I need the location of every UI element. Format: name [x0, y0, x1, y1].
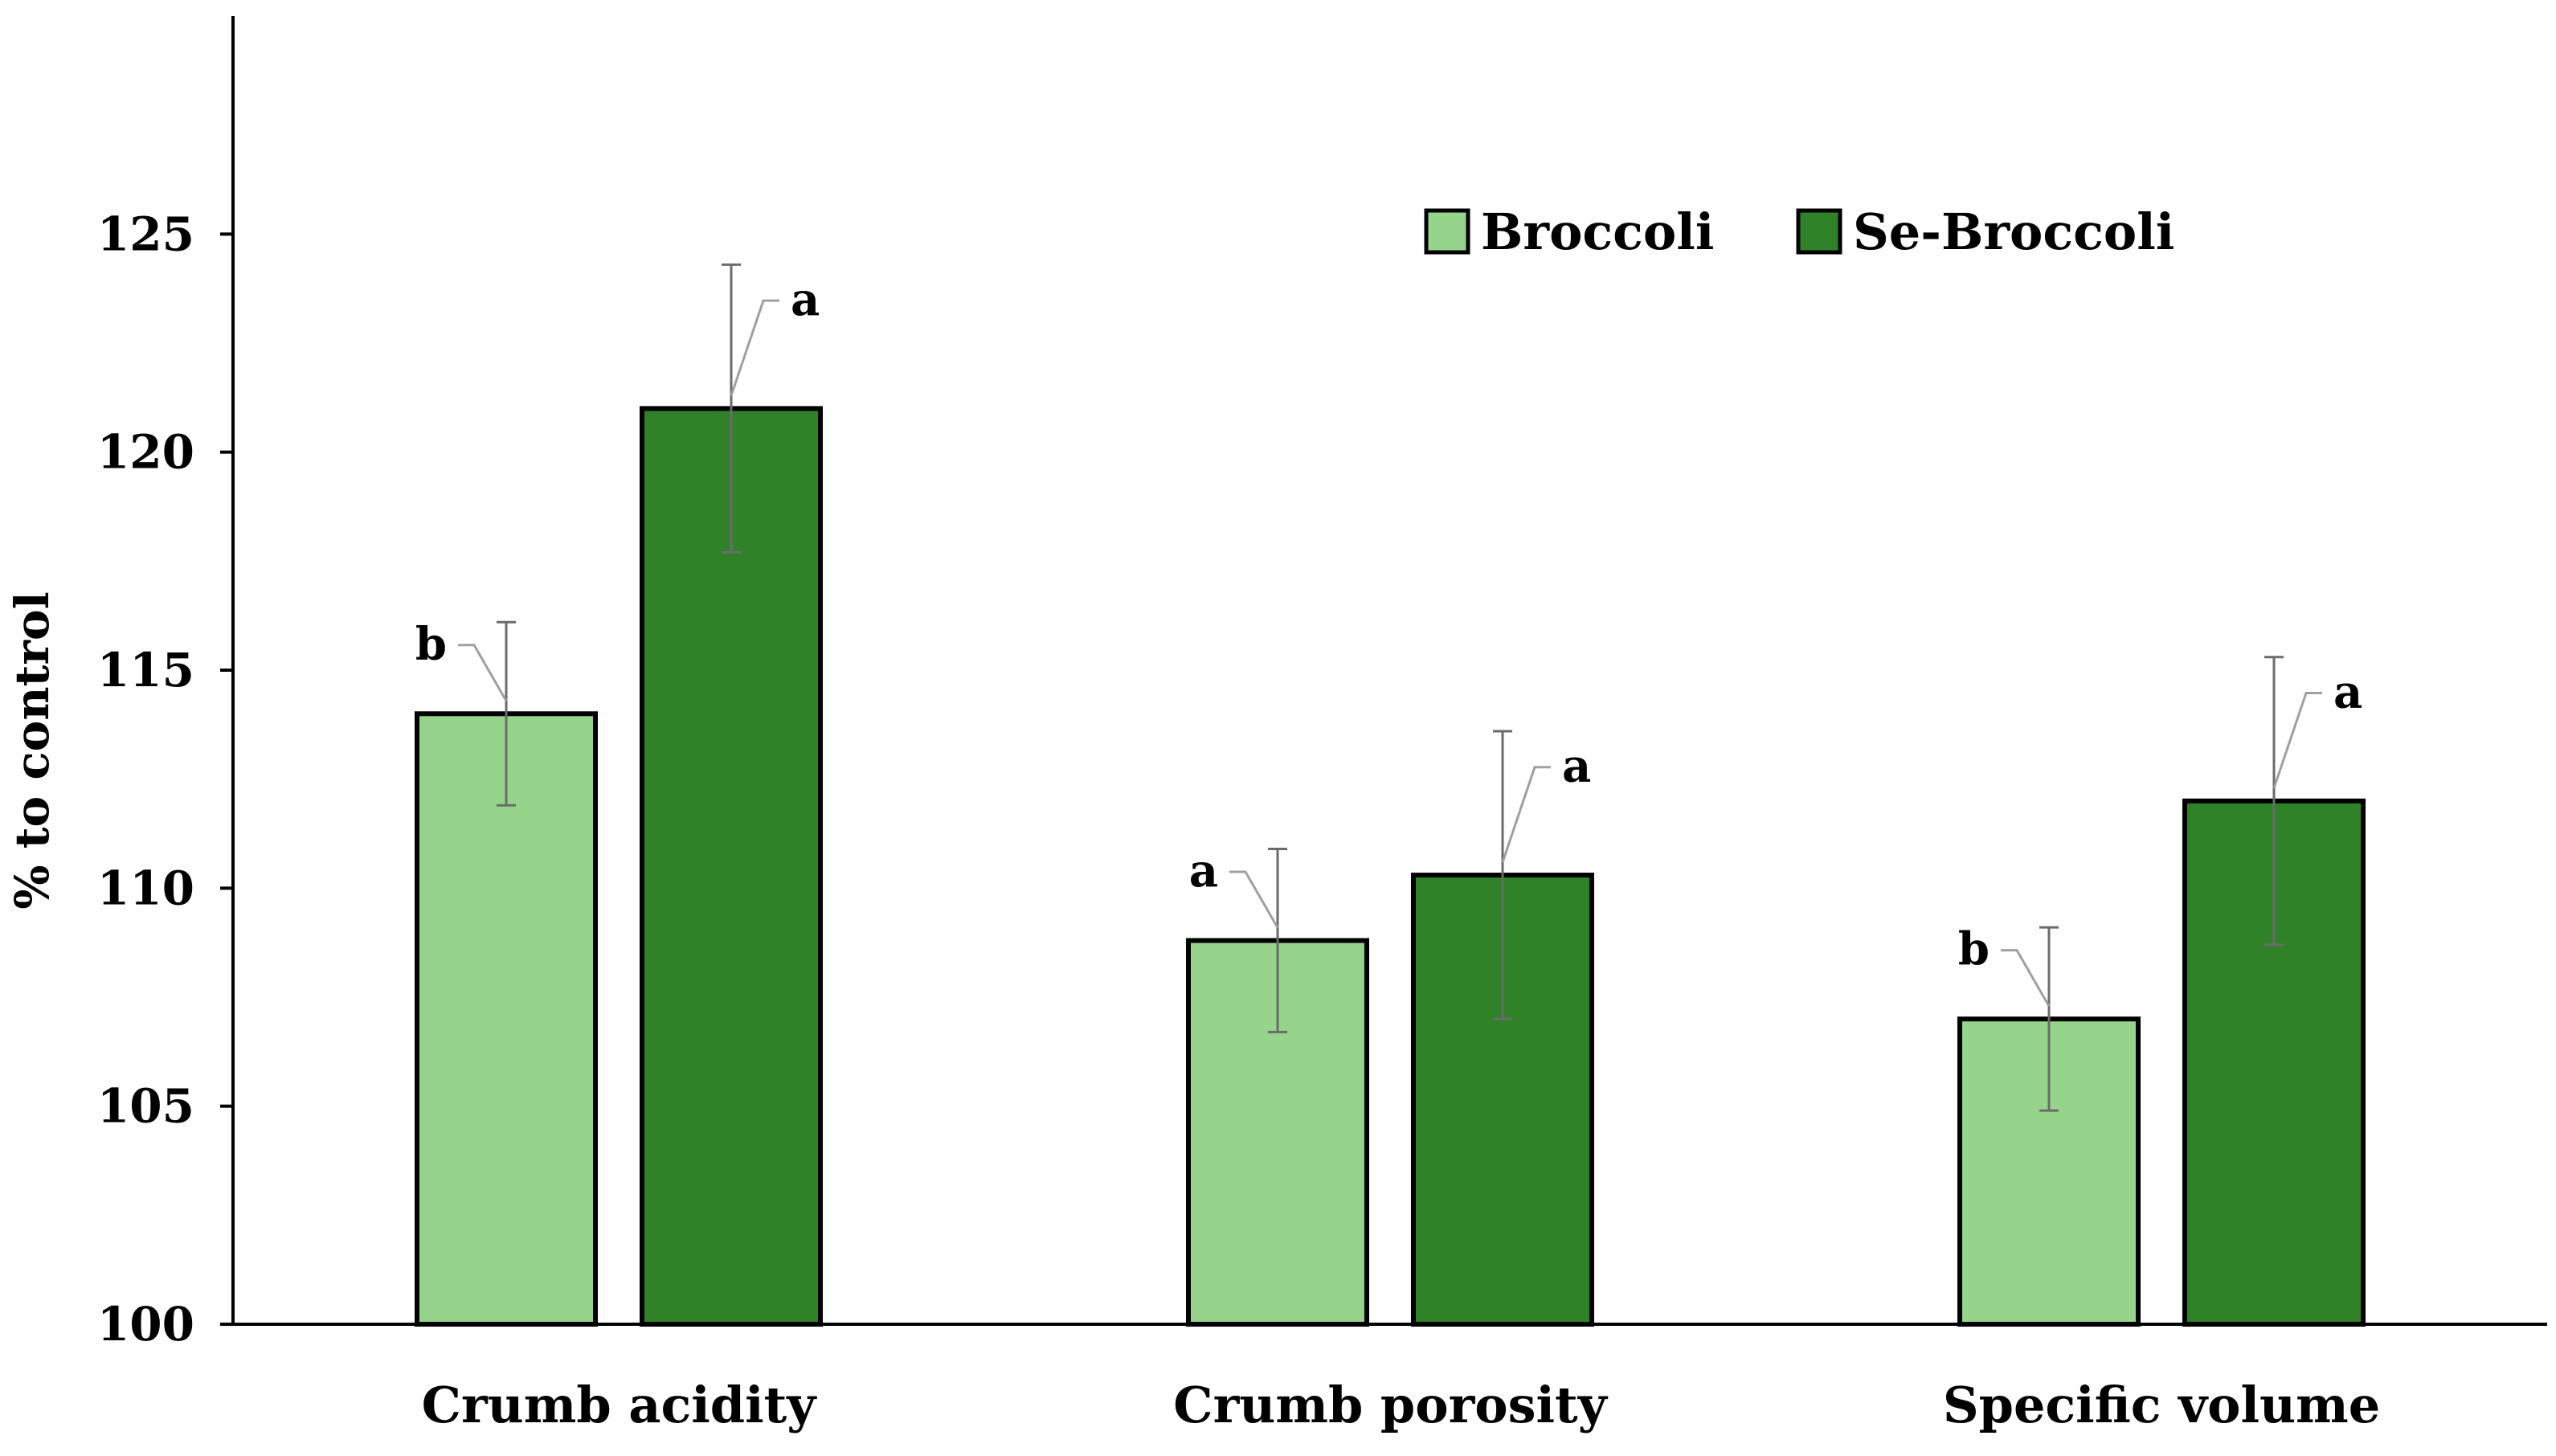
y-axis-label: % to control — [5, 591, 59, 909]
significance-label: b — [1958, 923, 1990, 976]
significance-label: a — [1562, 740, 1591, 793]
significance-labels: b a a a b a — [415, 273, 2362, 1007]
y-tick-label: 100 — [97, 1297, 194, 1352]
significance-leader — [730, 299, 779, 396]
bar — [1411, 873, 1594, 1327]
significance-leader — [1229, 870, 1279, 929]
bar — [415, 711, 598, 1327]
y-tick-label: 115 — [97, 643, 194, 697]
significance-label: b — [415, 618, 447, 671]
axes — [220, 16, 2547, 1326]
bars — [415, 406, 2366, 1327]
y-tick-label: 110 — [97, 861, 194, 915]
significance-label: a — [1189, 845, 1218, 898]
significance-leader — [2272, 691, 2322, 789]
x-category-label: Specific volume — [1943, 1376, 2380, 1434]
y-tick-label: 125 — [97, 207, 194, 261]
x-category-label: Crumb porosity — [1173, 1376, 1608, 1434]
legend-swatch — [1424, 208, 1470, 255]
legend: Broccoli Se-Broccoli — [1424, 202, 2174, 261]
legend-swatch — [1796, 208, 1842, 255]
significance-leader — [458, 644, 508, 702]
significance-leader — [1501, 766, 1551, 863]
x-category-labels: Crumb acidity Crumb porosity Specific volu… — [422, 1376, 2381, 1434]
legend-label: Broccoli — [1481, 202, 1714, 261]
significance-label: a — [2333, 665, 2362, 718]
bar — [640, 406, 823, 1327]
significance-leader — [2001, 949, 2051, 1007]
y-tick-label: 120 — [97, 425, 194, 480]
x-category-label: Crumb acidity — [422, 1376, 818, 1434]
significance-label: a — [791, 273, 820, 326]
y-tick-label: 105 — [97, 1079, 194, 1134]
y-tick-labels: 100 105 110 115 120 125 — [97, 207, 194, 1352]
legend-label: Se-Broccoli — [1853, 202, 2174, 261]
error-bars — [497, 263, 2284, 1112]
